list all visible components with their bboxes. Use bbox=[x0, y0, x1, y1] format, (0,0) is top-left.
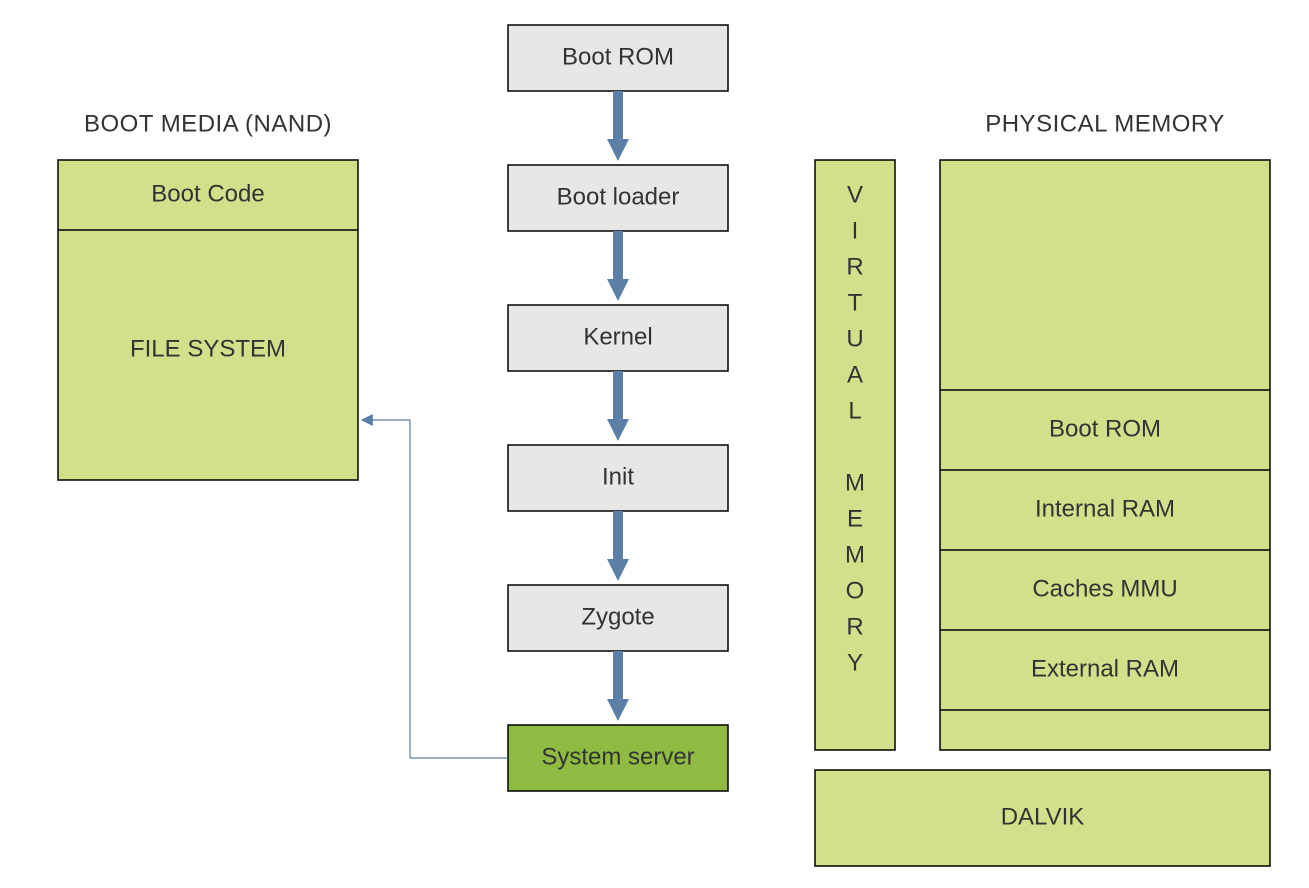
virtual-memory-letter-5: A bbox=[847, 361, 863, 388]
boot-code-label: Boot Code bbox=[151, 180, 264, 207]
heading-boot-media: BOOT MEDIA (NAND) bbox=[84, 110, 332, 137]
label-system_server: System server bbox=[541, 743, 694, 770]
physical-memory-row-1: Boot ROM bbox=[1049, 415, 1161, 442]
physical-memory-row-2: Internal RAM bbox=[1035, 495, 1175, 522]
virtual-memory-letter-1: I bbox=[852, 217, 859, 244]
virtual-memory-letter-13: Y bbox=[847, 649, 863, 676]
physical-memory-row-4: External RAM bbox=[1031, 655, 1179, 682]
virtual-memory-letter-2: R bbox=[846, 253, 863, 280]
virtual-memory-letter-6: L bbox=[848, 397, 861, 424]
boot-media-box bbox=[58, 160, 358, 480]
physical-memory-row-3: Caches MMU bbox=[1032, 575, 1177, 602]
virtual-memory-letter-11: O bbox=[846, 577, 865, 604]
label-boot_rom: Boot ROM bbox=[562, 43, 674, 70]
virtual-memory-letter-4: U bbox=[846, 325, 863, 352]
file-system-label: FILE SYSTEM bbox=[130, 335, 286, 362]
elbow-arrow bbox=[362, 420, 508, 758]
virtual-memory-letter-8: M bbox=[845, 469, 865, 496]
virtual-memory-letter-10: M bbox=[845, 541, 865, 568]
virtual-memory-letter-12: R bbox=[846, 613, 863, 640]
label-init: Init bbox=[602, 463, 634, 490]
virtual-memory-letter-9: E bbox=[847, 505, 863, 532]
virtual-memory-letter-0: V bbox=[847, 181, 863, 208]
label-kernel: Kernel bbox=[583, 323, 652, 350]
label-boot_loader: Boot loader bbox=[557, 183, 680, 210]
virtual-memory-letter-3: T bbox=[848, 289, 863, 316]
label-zygote: Zygote bbox=[581, 603, 654, 630]
dalvik-label: DALVIK bbox=[1001, 803, 1085, 830]
heading-physical-memory: PHYSICAL MEMORY bbox=[985, 110, 1225, 137]
